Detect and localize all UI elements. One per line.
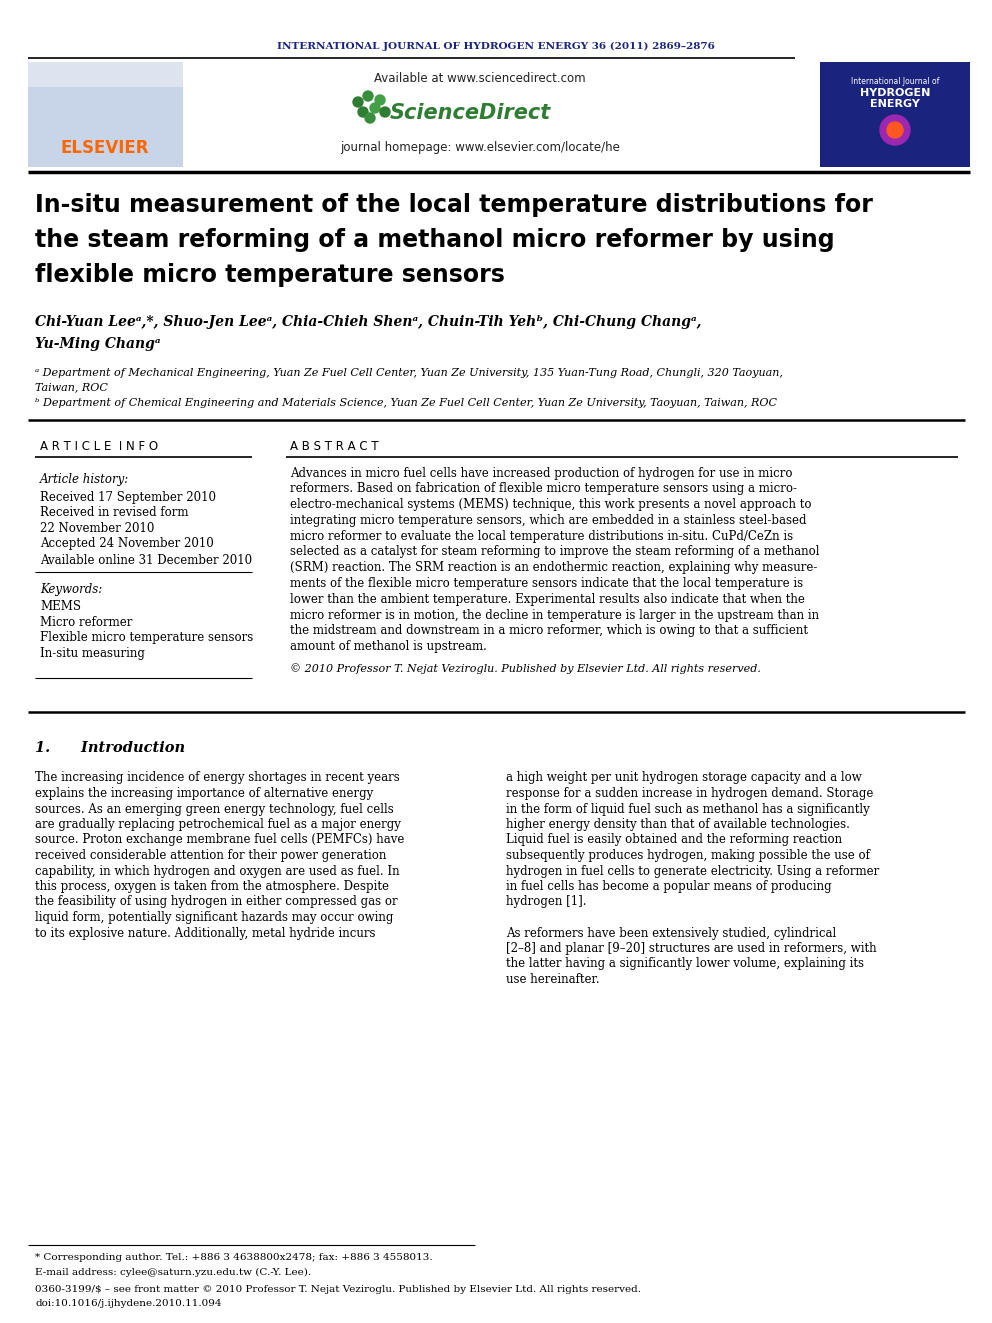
Text: 1.      Introduction: 1. Introduction — [35, 741, 186, 755]
Text: Article history:: Article history: — [40, 474, 129, 487]
Text: Chi-Yuan Leeᵃ,*, Shuo-Jen Leeᵃ, Chia-Chieh Shenᵃ, Chuin-Tih Yehᵇ, Chi-Chung Chan: Chi-Yuan Leeᵃ,*, Shuo-Jen Leeᵃ, Chia-Chi… — [35, 315, 701, 329]
Text: ᵇ Department of Chemical Engineering and Materials Science, Yuan Ze Fuel Cell Ce: ᵇ Department of Chemical Engineering and… — [35, 398, 777, 407]
Text: Available at www.sciencedirect.com: Available at www.sciencedirect.com — [374, 71, 586, 85]
Text: Micro reformer: Micro reformer — [40, 615, 132, 628]
Text: Taiwan, ROC: Taiwan, ROC — [35, 382, 108, 392]
Text: journal homepage: www.elsevier.com/locate/he: journal homepage: www.elsevier.com/locat… — [340, 142, 620, 155]
Text: lower than the ambient temperature. Experimental results also indicate that when: lower than the ambient temperature. Expe… — [290, 593, 805, 606]
Text: [2–8] and planar [9–20] structures are used in reformers, with: [2–8] and planar [9–20] structures are u… — [506, 942, 877, 955]
Text: are gradually replacing petrochemical fuel as a major energy: are gradually replacing petrochemical fu… — [35, 818, 401, 831]
Text: ᵃ Department of Mechanical Engineering, Yuan Ze Fuel Cell Center, Yuan Ze Univer: ᵃ Department of Mechanical Engineering, … — [35, 368, 783, 378]
Text: Flexible micro temperature sensors: Flexible micro temperature sensors — [40, 631, 253, 644]
Text: The increasing incidence of energy shortages in recent years: The increasing incidence of energy short… — [35, 771, 400, 785]
Text: response for a sudden increase in hydrogen demand. Storage: response for a sudden increase in hydrog… — [506, 787, 873, 800]
Circle shape — [353, 97, 363, 107]
Text: micro reformer is in motion, the decline in temperature is larger in the upstrea: micro reformer is in motion, the decline… — [290, 609, 819, 622]
Text: International Journal of: International Journal of — [851, 78, 939, 86]
Text: explains the increasing importance of alternative energy: explains the increasing importance of al… — [35, 787, 373, 800]
Text: © 2010 Professor T. Nejat Veziroglu. Published by Elsevier Ltd. All rights reser: © 2010 Professor T. Nejat Veziroglu. Pub… — [290, 663, 761, 673]
Text: 0360-3199/$ – see front matter © 2010 Professor T. Nejat Veziroglu. Published by: 0360-3199/$ – see front matter © 2010 Pr… — [35, 1286, 641, 1294]
Text: use hereinafter.: use hereinafter. — [506, 972, 599, 986]
Text: Received in revised form: Received in revised form — [40, 507, 188, 520]
Text: this process, oxygen is taken from the atmosphere. Despite: this process, oxygen is taken from the a… — [35, 880, 389, 893]
Circle shape — [380, 107, 390, 116]
Text: subsequently produces hydrogen, making possible the use of: subsequently produces hydrogen, making p… — [506, 849, 870, 863]
Text: E-mail address: cylee@saturn.yzu.edu.tw (C.-Y. Lee).: E-mail address: cylee@saturn.yzu.edu.tw … — [35, 1267, 311, 1277]
Text: Available online 31 December 2010: Available online 31 December 2010 — [40, 553, 252, 566]
Text: (SRM) reaction. The SRM reaction is an endothermic reaction, explaining why meas: (SRM) reaction. The SRM reaction is an e… — [290, 561, 817, 574]
Text: selected as a catalyst for steam reforming to improve the steam reforming of a m: selected as a catalyst for steam reformi… — [290, 545, 819, 558]
Text: the midstream and downstream in a micro reformer, which is owing to that a suffi: the midstream and downstream in a micro … — [290, 624, 808, 638]
Circle shape — [887, 122, 903, 138]
Circle shape — [880, 115, 910, 146]
Text: As reformers have been extensively studied, cylindrical: As reformers have been extensively studi… — [506, 926, 836, 939]
Text: MEMS: MEMS — [40, 599, 81, 613]
Text: A B S T R A C T: A B S T R A C T — [290, 441, 379, 454]
Text: flexible micro temperature sensors: flexible micro temperature sensors — [35, 263, 505, 287]
Text: in the form of liquid fuel such as methanol has a significantly: in the form of liquid fuel such as metha… — [506, 803, 870, 815]
Text: Accepted 24 November 2010: Accepted 24 November 2010 — [40, 537, 213, 550]
Text: integrating micro temperature sensors, which are embedded in a stainless steel-b: integrating micro temperature sensors, w… — [290, 513, 806, 527]
Text: INTERNATIONAL JOURNAL OF HYDROGEN ENERGY 36 (2011) 2869–2876: INTERNATIONAL JOURNAL OF HYDROGEN ENERGY… — [277, 41, 715, 50]
Text: received considerable attention for their power generation: received considerable attention for thei… — [35, 849, 386, 863]
Text: 22 November 2010: 22 November 2010 — [40, 521, 155, 534]
Bar — [28, 62, 183, 167]
Text: In-situ measurement of the local temperature distributions for: In-situ measurement of the local tempera… — [35, 193, 873, 217]
Text: sources. As an emerging green energy technology, fuel cells: sources. As an emerging green energy tec… — [35, 803, 394, 815]
Text: Received 17 September 2010: Received 17 September 2010 — [40, 491, 216, 504]
Text: source. Proton exchange membrane fuel cells (PEMFCs) have: source. Proton exchange membrane fuel ce… — [35, 833, 405, 847]
Circle shape — [363, 91, 373, 101]
Bar — [28, 87, 183, 167]
Circle shape — [358, 107, 368, 116]
Text: micro reformer to evaluate the local temperature distributions in-situ. CuPd/CeZ: micro reformer to evaluate the local tem… — [290, 529, 794, 542]
Text: reformers. Based on fabrication of flexible micro temperature sensors using a mi: reformers. Based on fabrication of flexi… — [290, 483, 797, 495]
Text: the steam reforming of a methanol micro reformer by using: the steam reforming of a methanol micro … — [35, 228, 834, 251]
Circle shape — [375, 95, 385, 105]
Text: hydrogen [1].: hydrogen [1]. — [506, 896, 586, 909]
Text: hydrogen in fuel cells to generate electricity. Using a reformer: hydrogen in fuel cells to generate elect… — [506, 864, 879, 877]
Text: the latter having a significantly lower volume, explaining its: the latter having a significantly lower … — [506, 958, 864, 971]
Text: electro-mechanical systems (MEMS) technique, this work presents a novel approach: electro-mechanical systems (MEMS) techni… — [290, 497, 811, 511]
Text: Advances in micro fuel cells have increased production of hydrogen for use in mi: Advances in micro fuel cells have increa… — [290, 467, 793, 479]
Text: in fuel cells has become a popular means of producing: in fuel cells has become a popular means… — [506, 880, 831, 893]
Text: Liquid fuel is easily obtained and the reforming reaction: Liquid fuel is easily obtained and the r… — [506, 833, 842, 847]
Text: A R T I C L E  I N F O: A R T I C L E I N F O — [40, 441, 158, 454]
Text: higher energy density than that of available technologies.: higher energy density than that of avail… — [506, 818, 850, 831]
Text: the feasibility of using hydrogen in either compressed gas or: the feasibility of using hydrogen in eit… — [35, 896, 398, 909]
Text: Yu-Ming Changᵃ: Yu-Ming Changᵃ — [35, 337, 161, 351]
Circle shape — [370, 103, 380, 112]
Text: ENERGY: ENERGY — [870, 99, 920, 108]
Text: Keywords:: Keywords: — [40, 583, 102, 597]
Text: liquid form, potentially significant hazards may occur owing: liquid form, potentially significant haz… — [35, 912, 394, 923]
Text: ScienceDirect: ScienceDirect — [390, 103, 551, 123]
Text: to its explosive nature. Additionally, metal hydride incurs: to its explosive nature. Additionally, m… — [35, 926, 376, 939]
Text: HYDROGEN: HYDROGEN — [860, 89, 930, 98]
Text: capability, in which hydrogen and oxygen are used as fuel. In: capability, in which hydrogen and oxygen… — [35, 864, 400, 877]
Circle shape — [365, 112, 375, 123]
Text: doi:10.1016/j.ijhydene.2010.11.094: doi:10.1016/j.ijhydene.2010.11.094 — [35, 1299, 221, 1308]
Text: ments of the flexible micro temperature sensors indicate that the local temperat: ments of the flexible micro temperature … — [290, 577, 804, 590]
Text: a high weight per unit hydrogen storage capacity and a low: a high weight per unit hydrogen storage … — [506, 771, 862, 785]
Bar — [820, 62, 970, 167]
Text: In-situ measuring: In-situ measuring — [40, 647, 145, 660]
Text: amount of methanol is upstream.: amount of methanol is upstream. — [290, 640, 487, 654]
Text: ELSEVIER: ELSEVIER — [61, 139, 149, 157]
Text: * Corresponding author. Tel.: +886 3 4638800x2478; fax: +886 3 4558013.: * Corresponding author. Tel.: +886 3 463… — [35, 1253, 433, 1262]
